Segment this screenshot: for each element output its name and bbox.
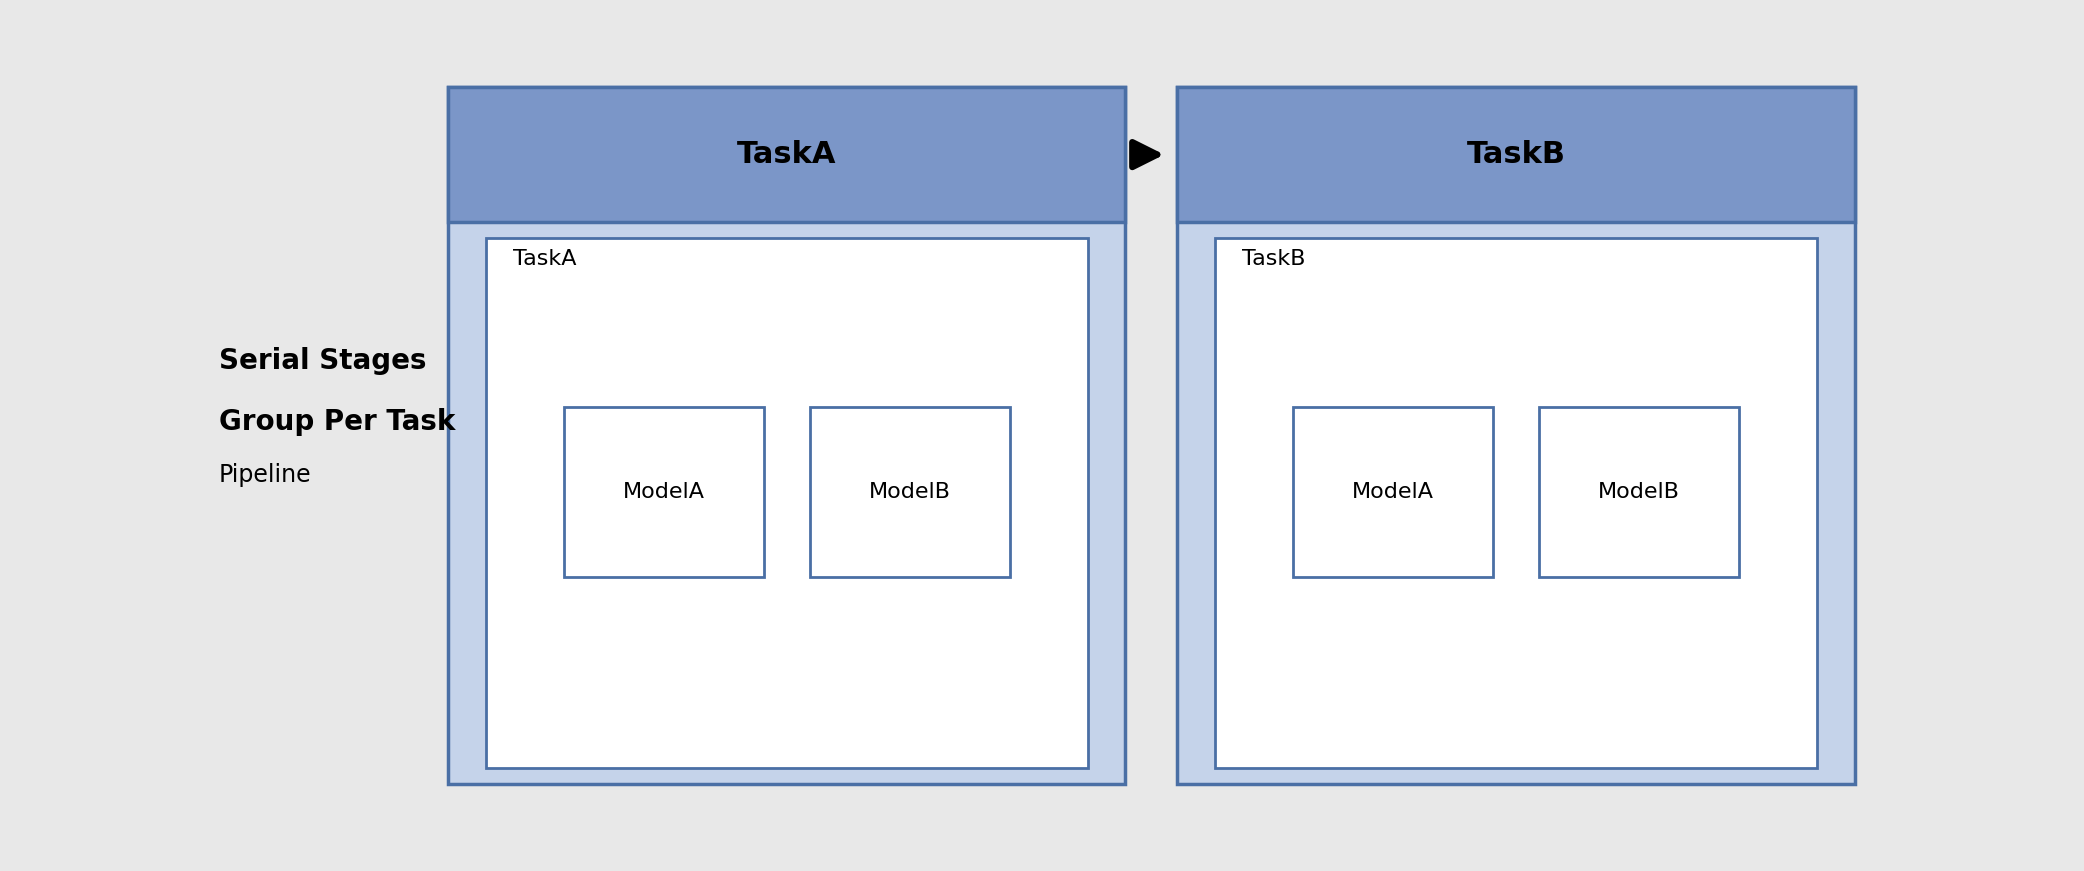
Text: ModelA: ModelA <box>623 482 704 502</box>
FancyBboxPatch shape <box>809 407 1011 577</box>
FancyBboxPatch shape <box>1292 407 1492 577</box>
FancyBboxPatch shape <box>448 87 1125 222</box>
Text: TaskB: TaskB <box>1242 249 1305 269</box>
Text: ModelB: ModelB <box>1598 482 1680 502</box>
FancyBboxPatch shape <box>1177 87 1855 222</box>
FancyBboxPatch shape <box>563 407 763 577</box>
FancyBboxPatch shape <box>1177 87 1855 784</box>
FancyBboxPatch shape <box>1538 407 1738 577</box>
Text: Pipeline: Pipeline <box>219 463 311 487</box>
Text: TaskB: TaskB <box>1467 140 1565 169</box>
Text: Group Per Task: Group Per Task <box>219 408 454 436</box>
Text: TaskA: TaskA <box>513 249 575 269</box>
Text: ModelB: ModelB <box>869 482 950 502</box>
FancyBboxPatch shape <box>486 238 1088 768</box>
FancyBboxPatch shape <box>448 87 1125 784</box>
FancyBboxPatch shape <box>1215 238 1817 768</box>
Text: ModelA: ModelA <box>1353 482 1434 502</box>
Text: TaskA: TaskA <box>738 140 836 169</box>
Text: Serial Stages: Serial Stages <box>219 348 427 375</box>
